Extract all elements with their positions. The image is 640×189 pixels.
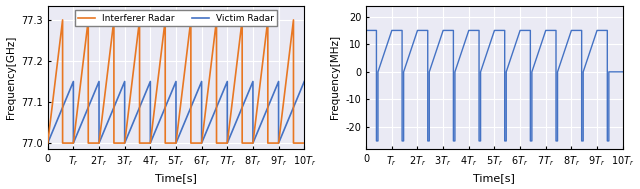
Interferer Radar xyxy=(44,142,52,144)
Interferer Radar xyxy=(95,142,103,144)
Interferer Radar xyxy=(238,19,246,21)
Victim Radar xyxy=(198,142,205,144)
Interferer Radar xyxy=(121,142,129,144)
Interferer Radar xyxy=(249,142,257,144)
Interferer Radar xyxy=(110,142,118,144)
Victim Radar xyxy=(198,80,205,83)
Interferer Radar xyxy=(70,142,77,144)
Interferer Radar xyxy=(110,19,118,21)
Interferer Radar xyxy=(238,142,246,144)
Victim Radar xyxy=(223,80,231,83)
Victim Radar xyxy=(223,142,231,144)
Victim Radar xyxy=(95,142,103,144)
Victim Radar xyxy=(223,142,231,144)
Victim Radar xyxy=(95,142,103,144)
Interferer Radar xyxy=(95,142,103,144)
Victim Radar xyxy=(198,142,205,144)
Victim Radar xyxy=(147,80,154,83)
Y-axis label: Frequency[MHz]: Frequency[MHz] xyxy=(330,35,340,119)
Y-axis label: Frequency[GHz]: Frequency[GHz] xyxy=(6,36,15,119)
Interferer Radar xyxy=(84,142,92,144)
Victim Radar xyxy=(70,142,77,144)
Victim Radar xyxy=(70,80,77,83)
Victim Radar xyxy=(121,142,129,144)
Victim Radar xyxy=(172,142,180,144)
Interferer Radar xyxy=(264,19,271,21)
Interferer Radar xyxy=(147,142,154,144)
Victim Radar xyxy=(275,80,282,83)
X-axis label: Time[s]: Time[s] xyxy=(155,174,197,184)
Victim Radar xyxy=(275,142,282,144)
Interferer Radar xyxy=(70,142,77,144)
Interferer Radar xyxy=(264,142,271,144)
Interferer Radar xyxy=(187,142,195,144)
Interferer Radar xyxy=(275,142,282,144)
Interferer Radar xyxy=(223,142,231,144)
Victim Radar xyxy=(121,80,129,83)
Interferer Radar xyxy=(212,142,220,144)
Interferer Radar xyxy=(136,142,143,144)
Interferer Radar xyxy=(121,142,129,144)
Interferer Radar xyxy=(172,142,180,144)
Interferer Radar xyxy=(290,142,298,144)
Victim Radar xyxy=(172,142,180,144)
Line: Interferer Radar: Interferer Radar xyxy=(48,20,304,143)
X-axis label: Time[s]: Time[s] xyxy=(474,174,515,184)
Victim Radar xyxy=(249,142,257,144)
Interferer Radar xyxy=(161,142,169,144)
Victim Radar xyxy=(44,142,52,144)
Victim Radar xyxy=(300,80,308,83)
Victim Radar xyxy=(249,80,257,83)
Interferer Radar xyxy=(147,142,154,144)
Interferer Radar xyxy=(136,19,143,21)
Victim Radar xyxy=(147,142,154,144)
Interferer Radar xyxy=(212,19,220,21)
Victim Radar xyxy=(121,142,129,144)
Interferer Radar xyxy=(59,19,67,21)
Interferer Radar xyxy=(161,19,169,21)
Interferer Radar xyxy=(59,142,67,144)
Interferer Radar xyxy=(84,19,92,21)
Interferer Radar xyxy=(198,142,205,144)
Line: Victim Radar: Victim Radar xyxy=(48,81,304,143)
Interferer Radar xyxy=(300,142,308,144)
Victim Radar xyxy=(249,142,257,144)
Interferer Radar xyxy=(187,19,195,21)
Interferer Radar xyxy=(172,142,180,144)
Victim Radar xyxy=(275,142,282,144)
Legend: Interferer Radar, Victim Radar: Interferer Radar, Victim Radar xyxy=(75,10,277,26)
Interferer Radar xyxy=(198,142,205,144)
Victim Radar xyxy=(95,80,103,83)
Victim Radar xyxy=(172,80,180,83)
Interferer Radar xyxy=(290,19,298,21)
Interferer Radar xyxy=(249,142,257,144)
Victim Radar xyxy=(70,142,77,144)
Interferer Radar xyxy=(275,142,282,144)
Victim Radar xyxy=(147,142,154,144)
Interferer Radar xyxy=(223,142,231,144)
